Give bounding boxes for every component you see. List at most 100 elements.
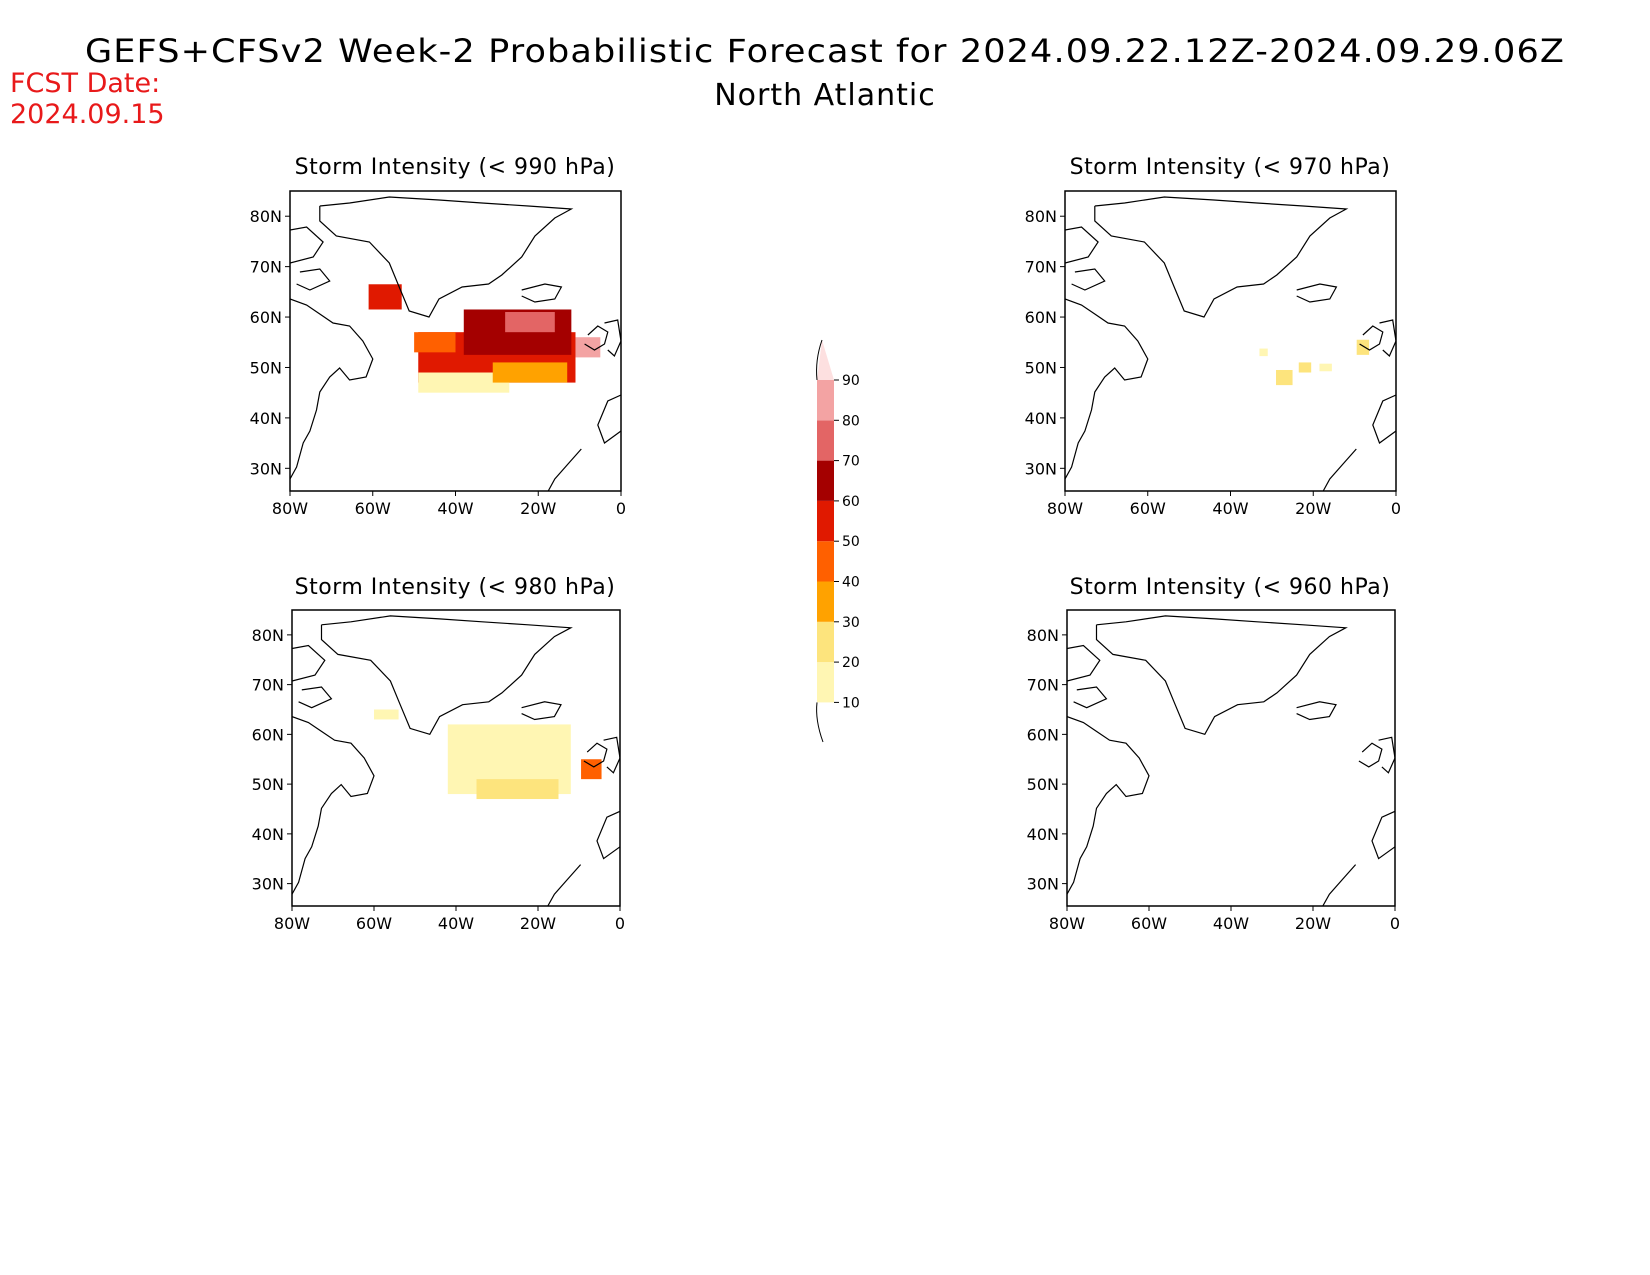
probability-cell	[1298, 362, 1312, 373]
lat-tick-label: 60N	[1025, 308, 1057, 327]
coastline-segment	[1071, 268, 1106, 291]
coastline-segment	[1065, 298, 1149, 480]
lat-tick-label: 50N	[1025, 358, 1057, 377]
probability-cell	[368, 284, 402, 310]
coastline-segment	[298, 686, 333, 709]
colorbar-swatch	[817, 460, 834, 501]
lat-tick-label: 50N	[1027, 775, 1059, 794]
coastline-segment	[290, 226, 324, 264]
lon-tick-label: 40W	[437, 499, 473, 518]
lon-tick-label: 60W	[355, 499, 391, 518]
lon-tick-label: 0	[1391, 499, 1401, 518]
coastline-segment	[584, 325, 609, 351]
colorbar-swatch	[817, 541, 834, 582]
panel-title: Storm Intensity (< 990 hPa)	[295, 155, 616, 180]
lon-tick-label: 80W	[272, 499, 308, 518]
colorbar: 10 20 30 40 50 60 70 80 90	[816, 339, 860, 743]
probability-cell	[476, 779, 559, 800]
colorbar-swatch	[817, 380, 834, 421]
probability-cell	[1319, 363, 1332, 372]
probability-cell	[581, 759, 602, 780]
coastline-segment	[596, 810, 620, 860]
colorbar-swatch	[817, 500, 834, 542]
colorbar-bottom-arrow	[816, 702, 824, 743]
coastline-segment	[1094, 196, 1349, 318]
lon-tick-label: 0	[1390, 914, 1400, 933]
panel-group: Storm Intensity (< 990 hPa) 80W 60W 40W 20W 0…	[250, 155, 1401, 933]
lon-tick-label: 60W	[356, 914, 392, 933]
lat-tick-label: 70N	[1025, 258, 1057, 277]
lat-tick-label: 70N	[1027, 676, 1059, 695]
coastline-segment	[597, 394, 621, 444]
coastline-segment	[292, 644, 326, 682]
panel-title: Storm Intensity (< 960 hPa)	[1070, 575, 1391, 600]
colorbar-label: 30	[842, 615, 860, 631]
lat-tick-label: 60N	[252, 725, 284, 744]
coastline-segment	[521, 283, 563, 303]
fcst-date-label: FCST Date:	[10, 68, 160, 99]
map-panel-p990: Storm Intensity (< 990 hPa) 80W 60W 40W 20W 0…	[250, 155, 626, 518]
lon-tick-label: 60W	[1130, 499, 1166, 518]
lat-tick-label: 80N	[1025, 207, 1057, 226]
lon-tick-label: 40W	[438, 914, 474, 933]
coastline-segment	[1073, 686, 1108, 709]
probability-field	[1259, 339, 1370, 386]
coastline-segment	[1067, 644, 1101, 682]
colorbar-swatch	[817, 621, 834, 663]
colorbar-label: 50	[842, 534, 860, 550]
lat-tick-label: 30N	[252, 875, 284, 894]
probability-cell	[374, 709, 399, 720]
lon-tick-label: 20W	[1295, 914, 1331, 933]
lat-tick-label: 30N	[1025, 459, 1057, 478]
lon-tick-label: 20W	[1295, 499, 1331, 518]
coastline-segment	[1067, 716, 1150, 895]
coastline-segment	[290, 298, 374, 480]
lat-tick-label: 80N	[252, 626, 284, 645]
probability-cell	[1356, 339, 1370, 355]
map-panel-p960: Storm Intensity (< 960 hPa) 80W 60W 40W 20W 0…	[1027, 575, 1400, 933]
map-panel-p980: Storm Intensity (< 980 hPa) 80W 60W 40W 20W 0…	[252, 575, 625, 933]
lat-tick-label: 80N	[250, 207, 282, 226]
coastline-segment	[603, 736, 620, 774]
coastline-segment	[1358, 742, 1383, 768]
colorbar-swatch	[817, 662, 834, 703]
probability-cell	[1259, 348, 1268, 357]
probability-cell	[418, 372, 510, 393]
coastline	[1067, 615, 1395, 906]
coastline	[290, 196, 621, 491]
probability-field	[374, 709, 602, 800]
probability-cell	[1276, 369, 1293, 386]
coastline	[1065, 196, 1396, 491]
map-panel-p970: Storm Intensity (< 970 hPa) 80W 60W 40W 20W 0…	[1025, 155, 1401, 518]
lat-tick-label: 70N	[250, 258, 282, 277]
coastline-segment	[1359, 325, 1384, 351]
colorbar-label: 10	[842, 695, 860, 711]
probability-cell	[505, 312, 555, 333]
page-subtitle: North Atlantic	[714, 78, 936, 113]
lat-tick-label: 30N	[1027, 875, 1059, 894]
lon-tick-label: 80W	[274, 914, 310, 933]
coastline-segment	[1095, 615, 1348, 736]
lat-tick-label: 40N	[1025, 409, 1057, 428]
coastline-segment	[521, 701, 562, 721]
colorbar-label: 70	[842, 454, 860, 470]
coastline-segment	[547, 448, 582, 491]
coastline-segment	[1296, 283, 1338, 303]
coastline-segment	[1378, 736, 1395, 774]
lat-tick-label: 60N	[250, 308, 282, 327]
coastline-segment	[292, 716, 375, 895]
lon-tick-label: 20W	[520, 499, 556, 518]
coastline-segment	[296, 268, 331, 291]
probability-cell	[414, 332, 456, 353]
lat-tick-label: 40N	[252, 825, 284, 844]
coastline-segment	[1296, 701, 1337, 721]
colorbar-label: 90	[842, 373, 860, 389]
lon-tick-label: 40W	[1213, 914, 1249, 933]
colorbar-swatch	[817, 420, 834, 461]
colorbar-label: 40	[842, 575, 860, 591]
page-title: GEFS+CFSv2 Week-2 Probabilistic Forecast…	[85, 32, 1565, 70]
lon-tick-label: 80W	[1047, 499, 1083, 518]
lat-tick-label: 40N	[1027, 825, 1059, 844]
lon-tick-label: 0	[615, 914, 625, 933]
